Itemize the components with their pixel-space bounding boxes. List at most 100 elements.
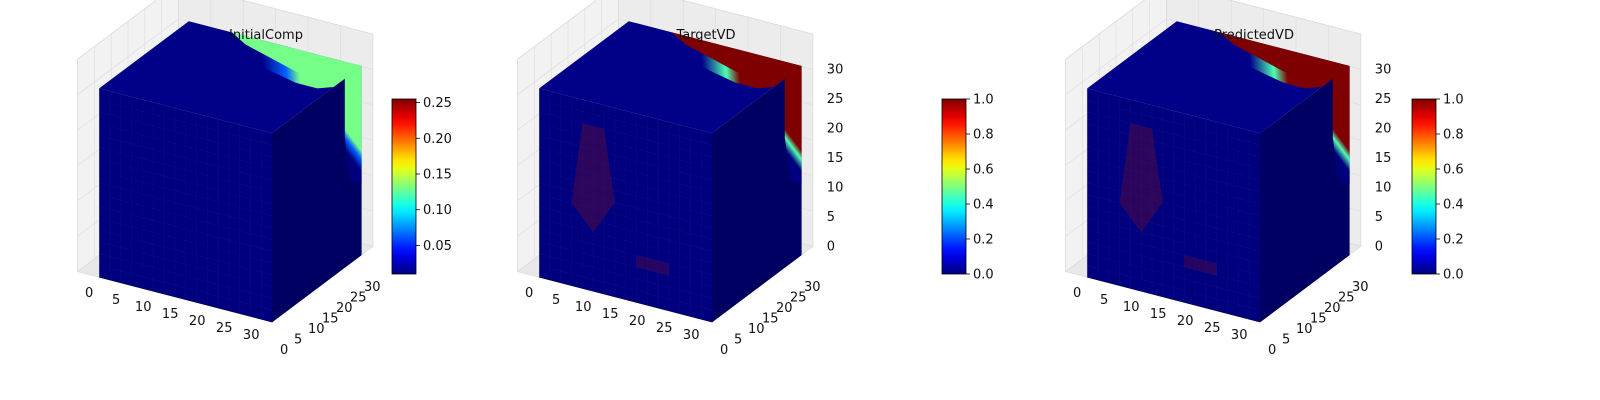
x-tick-label: 0 xyxy=(1073,286,1081,301)
y-tick-label: 5 xyxy=(294,333,302,348)
colorbar-tick-label: 0.8 xyxy=(973,128,994,143)
voxel-grid-line xyxy=(539,159,713,205)
panel-title: PredictedVD xyxy=(1214,28,1294,43)
y-tick-label: 5 xyxy=(1282,333,1290,348)
top-high-core xyxy=(232,32,362,81)
colorbar-tick-label: 0.8 xyxy=(1443,128,1464,143)
voxel-grid-line xyxy=(1087,147,1261,193)
x-tick-label: 5 xyxy=(112,293,120,308)
cube-edge xyxy=(539,254,802,323)
y-tick-label: 30 xyxy=(1352,280,1369,295)
side-high-band xyxy=(784,66,802,184)
z-tick-label: 10 xyxy=(827,180,844,195)
z-tick-label: 30 xyxy=(827,62,844,77)
grid-line xyxy=(1228,0,1361,35)
panel-title: InitialComp xyxy=(229,28,303,43)
y-tick-label: 0 xyxy=(1268,343,1276,358)
colorbar-tick-label: 0.0 xyxy=(1443,268,1464,283)
z-tick-label: 20 xyxy=(1375,121,1392,136)
y-tick-label: 20 xyxy=(776,301,793,316)
z-tick-label: 10 xyxy=(1375,180,1392,195)
interior-ghost xyxy=(636,255,669,276)
grid-line xyxy=(517,18,619,95)
voxel-grid-line xyxy=(99,100,273,146)
panel-3: 0 5 10 15 20 25 30051015202530051015202530Pred… xyxy=(1064,0,1392,358)
x-tick-label: 30 xyxy=(683,328,700,343)
top-high-core xyxy=(672,32,802,81)
voxel-grid-line xyxy=(1087,100,1261,146)
x-tick-label: 20 xyxy=(629,314,646,329)
colorbar: 0.0 0.2 0.4 0.6 0.8 1.0 xyxy=(1411,93,1464,283)
colorbar-tick-label: 0.0 xyxy=(973,268,994,283)
x-tick-label: 10 xyxy=(135,300,152,315)
voxel-grid-line xyxy=(1087,123,1261,169)
voxel-grid-line xyxy=(99,123,273,169)
y-tick-label: 30 xyxy=(364,280,381,295)
colorbar-tick-label: 0.25 xyxy=(423,96,452,111)
z-tick-label: 5 xyxy=(827,210,835,225)
colorbar: 0.0 0.2 0.4 0.6 0.8 1.0 xyxy=(941,93,994,283)
grid-line xyxy=(517,0,598,60)
colorbar-gradient xyxy=(1411,98,1437,275)
voxel-grid-line xyxy=(539,135,713,181)
x-tick-label: 25 xyxy=(1204,321,1221,336)
x-tick-label: 30 xyxy=(243,328,260,343)
panel-2: 0 5 10 15 20 25 30051015202530051015202530Targ… xyxy=(516,0,844,358)
z-tick-label: 0 xyxy=(1375,239,1383,254)
x-tick-label: 25 xyxy=(656,321,673,336)
x-tick-label: 20 xyxy=(189,314,206,329)
voxel-grid-line xyxy=(539,123,713,169)
y-tick-label: 25 xyxy=(790,291,807,306)
colorbar-tick-label: 0.4 xyxy=(1443,198,1464,213)
colorbar-tick-label: 1.0 xyxy=(1443,93,1464,108)
x-tick-label: 15 xyxy=(1150,307,1167,322)
colorbar-tick-label: 0.20 xyxy=(423,132,452,147)
y-tick-label: 5 xyxy=(734,333,742,348)
cube-face-right xyxy=(272,66,362,322)
z-tick-label: 5 xyxy=(1375,210,1383,225)
y-tick-label: 20 xyxy=(1324,301,1341,316)
colorbar-tick-label: 0.10 xyxy=(423,203,452,218)
x-tick-label: 20 xyxy=(1177,314,1194,329)
colorbar-gradient xyxy=(391,98,417,275)
y-tick-label: 0 xyxy=(720,343,728,358)
colorbar-tick-label: 0.2 xyxy=(1443,233,1464,248)
x-tick-label: 5 xyxy=(552,293,560,308)
x-tick-label: 30 xyxy=(1231,328,1248,343)
cube-face-right xyxy=(1260,66,1350,322)
x-tick-label: 0 xyxy=(85,286,93,301)
x-tick-label: 0 xyxy=(525,286,533,301)
colorbar-tick-label: 0.2 xyxy=(973,233,994,248)
y-tick-label: 20 xyxy=(336,301,353,316)
z-tick-label: 25 xyxy=(1375,92,1392,107)
cube-edge xyxy=(99,254,362,323)
z-tick-label: 20 xyxy=(827,121,844,136)
interior-ghost xyxy=(1119,123,1163,233)
y-tick-label: 25 xyxy=(350,291,367,306)
grid-line xyxy=(1065,0,1146,60)
cube-face-right xyxy=(712,66,802,322)
y-tick-label: 30 xyxy=(804,280,821,295)
z-tick-label: 30 xyxy=(1375,62,1392,77)
z-tick-label: 0 xyxy=(827,239,835,254)
y-tick-label: 0 xyxy=(280,343,288,358)
colorbar-tick-label: 0.05 xyxy=(423,239,452,254)
y-tick-label: 15 xyxy=(1310,312,1327,327)
voxel-grid-line xyxy=(99,147,273,193)
grid-line xyxy=(680,0,813,35)
y-tick-label: 15 xyxy=(322,312,339,327)
z-tick-label: 15 xyxy=(1375,151,1392,166)
side-high-band xyxy=(1332,66,1350,184)
top-high-core xyxy=(1220,32,1350,81)
y-tick-label: 10 xyxy=(1296,322,1313,337)
grid-line xyxy=(1065,18,1167,95)
cube-edge xyxy=(1087,254,1350,323)
y-tick-label: 10 xyxy=(748,322,765,337)
voxel-grid-line xyxy=(99,135,273,181)
interior-ghost xyxy=(1184,255,1217,276)
voxel-grid-line xyxy=(539,170,713,216)
interior-ghost xyxy=(571,123,615,233)
side-high-band xyxy=(344,66,362,184)
